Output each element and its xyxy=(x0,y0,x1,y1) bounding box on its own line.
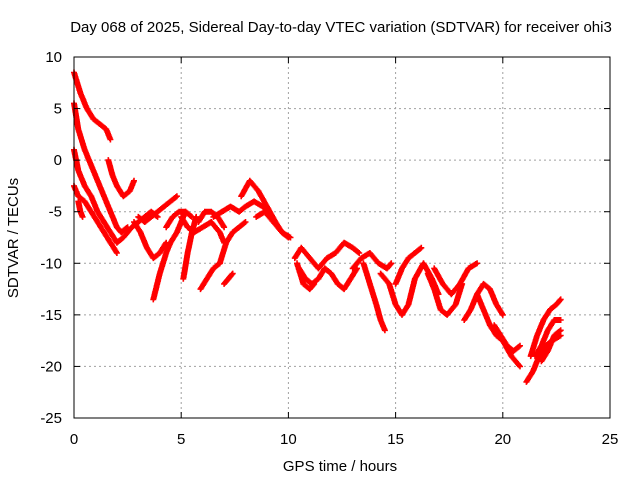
series-track-12 xyxy=(180,213,200,282)
data-point-markers xyxy=(291,239,363,272)
x-tick-label: 25 xyxy=(602,431,619,448)
data-point-markers xyxy=(71,146,161,246)
y-axis-label: SDTVAR / TECUs xyxy=(5,178,22,298)
data-point-markers xyxy=(216,219,249,267)
data-point-markers xyxy=(532,317,564,360)
x-tick-labels: 0 5 10 15 20 25 xyxy=(70,431,619,448)
data-point-markers xyxy=(105,157,137,200)
y-tick-label: 0 xyxy=(54,152,62,169)
series-track-16 xyxy=(216,219,249,267)
data-point-markers xyxy=(424,270,466,318)
axis-ticks xyxy=(73,56,611,419)
series-track-20 xyxy=(291,239,363,272)
series-track-6 xyxy=(75,198,86,220)
data-point-markers xyxy=(392,244,425,287)
grid-lines xyxy=(74,57,610,418)
series-track-24 xyxy=(360,260,388,334)
y-tick-label: -25 xyxy=(40,410,62,427)
series-track-4 xyxy=(71,146,161,246)
data-points xyxy=(71,69,564,385)
data-point-markers xyxy=(360,260,388,334)
y-tick-label: -10 xyxy=(40,255,62,272)
y-tick-label: -15 xyxy=(40,307,62,324)
data-point-markers xyxy=(163,208,195,231)
data-point-markers xyxy=(527,296,564,360)
series-track-34 xyxy=(532,317,564,360)
x-tick-label: 15 xyxy=(387,431,404,448)
y-tick-label: -20 xyxy=(40,358,62,375)
series-track-33 xyxy=(527,296,564,360)
data-point-markers xyxy=(221,270,236,287)
data-point-markers xyxy=(180,213,200,282)
data-point-markers xyxy=(491,322,523,354)
y-tick-label: 10 xyxy=(45,49,62,66)
data-point-markers xyxy=(294,260,318,293)
series-track-14 xyxy=(197,260,223,293)
series-track-19 xyxy=(253,208,294,241)
series-track-31 xyxy=(491,322,523,354)
data-point-markers xyxy=(197,260,223,293)
chart-title: Day 068 of 2025, Sidereal Day-to-day VTE… xyxy=(70,19,612,36)
x-tick-label: 5 xyxy=(177,431,185,448)
series-track-8 xyxy=(135,193,180,225)
plot-frame xyxy=(73,56,611,419)
x-tick-label: 20 xyxy=(494,431,511,448)
y-tick-labels: -25 -20 -15 -10 -5 0 5 10 xyxy=(40,49,62,427)
data-point-markers xyxy=(431,260,481,298)
series-track-22 xyxy=(294,260,318,293)
data-point-markers xyxy=(135,193,180,225)
y-tick-label: -5 xyxy=(49,204,62,221)
data-point-markers xyxy=(253,208,294,241)
y-tick-label: 5 xyxy=(54,101,62,118)
series-track-28 xyxy=(431,260,481,298)
series-track-10 xyxy=(163,208,195,231)
series-track-23 xyxy=(349,250,395,272)
x-axis-label: GPS time / hours xyxy=(283,458,397,475)
series-track-35 xyxy=(538,327,564,365)
x-tick-label: 0 xyxy=(70,431,78,448)
data-point-markers xyxy=(538,327,564,365)
data-point-markers xyxy=(349,250,395,272)
series-track-27 xyxy=(424,270,466,318)
data-point-markers xyxy=(131,219,170,262)
x-tick-label: 10 xyxy=(280,431,297,448)
series-track-17 xyxy=(221,270,236,287)
series-track-2 xyxy=(105,157,137,200)
series-track-26 xyxy=(392,244,425,287)
data-point-markers xyxy=(75,198,86,220)
series-track-7 xyxy=(131,219,170,262)
